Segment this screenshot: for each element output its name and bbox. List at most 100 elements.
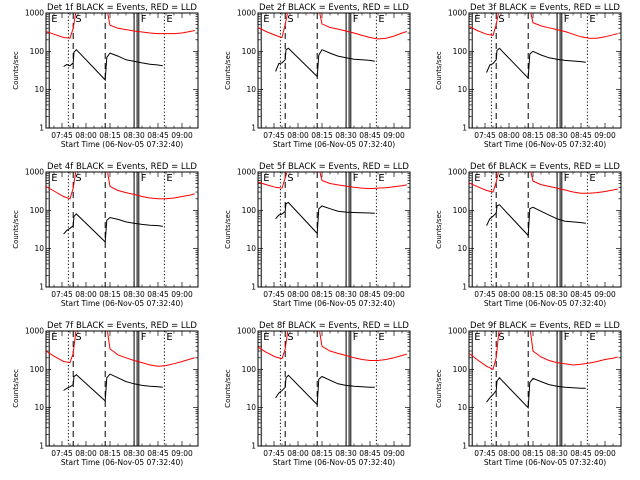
plot-frame [45, 12, 199, 129]
marker-label: S [498, 14, 504, 25]
x-tick-label: 08:45 [147, 131, 169, 140]
plot-frame [45, 330, 199, 447]
events-series-line [275, 47, 375, 78]
y-tick-label: 100 [453, 47, 468, 56]
panel-title: Det 3f BLACK = Events, RED = LLD [470, 3, 620, 13]
lld-series-line [258, 13, 407, 40]
y-tick-label: 10 [457, 244, 467, 253]
marker-label: S [498, 173, 504, 184]
x-tick-label: 09:00 [594, 449, 616, 458]
events-series-line [63, 373, 163, 402]
y-tick-label: 10 [34, 244, 44, 253]
y-axis-label: Counts/sec [435, 210, 443, 249]
x-tick-label: 08:15 [522, 449, 544, 458]
x-tick-label: 08:30 [335, 290, 357, 299]
x-tick-label: 08:15 [99, 449, 121, 458]
plot-frame [257, 330, 411, 447]
y-tick-label: 100 [242, 47, 257, 56]
x-axis-label: Start Time (06-Nov-05 07:32:40) [273, 458, 395, 467]
panel-6: Det 6f BLACK = Events, RED = LLD 1 10 100 10… [435, 162, 622, 308]
marker-label: S [498, 332, 504, 343]
panel-7: Det 7f BLACK = Events, RED = LLD 1 10 100 10… [12, 321, 199, 467]
marker-label: E [263, 332, 269, 343]
x-tick-label: 08:45 [570, 131, 592, 140]
lld-series-line [46, 331, 195, 367]
y-axis-label: Counts/sec [12, 51, 20, 90]
marker-label: E [378, 173, 384, 184]
y-tick-label: 10 [34, 403, 44, 412]
y-tick-label: 1 [462, 283, 467, 292]
x-tick-label: 08:45 [147, 290, 169, 299]
marker-label: F [141, 332, 147, 343]
x-tick-label: 08:30 [335, 131, 357, 140]
marker-label: F [353, 173, 359, 184]
marker-label: S [75, 173, 81, 184]
x-axis-label: Start Time (06-Nov-05 07:32:40) [273, 299, 395, 308]
y-tick-label: 1 [251, 124, 256, 133]
x-tick-label: 07:45 [51, 449, 73, 458]
lld-series-line [469, 13, 618, 39]
marker-label: E [51, 332, 57, 343]
y-axis-label: Counts/sec [435, 51, 443, 90]
marker-label: E [474, 332, 480, 343]
y-tick-label: 1 [39, 124, 44, 133]
y-tick-label: 1000 [448, 327, 467, 336]
marker-label: E [378, 332, 384, 343]
panel-title: Det 9f BLACK = Events, RED = LLD [470, 321, 620, 331]
marker-label: E [166, 173, 172, 184]
x-tick-label: 08:30 [123, 131, 145, 140]
x-tick-label: 09:00 [383, 449, 405, 458]
y-tick-label: 1000 [237, 327, 256, 336]
y-tick-label: 10 [246, 403, 256, 412]
x-tick-label: 08:00 [287, 131, 309, 140]
events-series-line [486, 377, 586, 409]
x-tick-label: 08:45 [570, 290, 592, 299]
panel-1: Det 1f BLACK = Events, RED = LLD 1 10 100 10… [12, 3, 199, 149]
events-series-line [275, 374, 375, 406]
y-tick-label: 100 [242, 206, 257, 215]
x-tick-label: 08:00 [75, 449, 97, 458]
marker-label: S [75, 14, 81, 25]
y-tick-label: 1 [39, 442, 44, 451]
x-tick-label: 09:00 [171, 131, 193, 140]
lld-series-line [469, 172, 618, 194]
marker-label: F [141, 14, 147, 25]
y-tick-label: 100 [30, 206, 45, 215]
y-tick-label: 1 [462, 124, 467, 133]
y-tick-label: 10 [246, 85, 256, 94]
marker-label: F [353, 14, 359, 25]
panel-title: Det 7f BLACK = Events, RED = LLD [47, 321, 197, 331]
panel-5: Det 5f BLACK = Events, RED = LLD 1 10 100 10… [224, 162, 411, 308]
y-axis-label: Counts/sec [12, 369, 20, 408]
x-tick-label: 08:00 [75, 131, 97, 140]
x-tick-label: 07:45 [263, 290, 285, 299]
lld-series-line [258, 172, 407, 190]
x-tick-label: 07:45 [51, 131, 73, 140]
x-tick-label: 08:15 [522, 131, 544, 140]
plot-frame [257, 12, 411, 129]
marker-label: S [287, 173, 293, 184]
lld-series-line [258, 331, 407, 361]
x-tick-label: 08:00 [498, 449, 520, 458]
panel-2: Det 2f BLACK = Events, RED = LLD 1 10 100 10… [224, 3, 411, 149]
x-tick-label: 07:45 [263, 449, 285, 458]
marker-label: E [474, 14, 480, 25]
marker-label: E [589, 14, 595, 25]
y-axis-label: Counts/sec [12, 210, 20, 249]
x-tick-label: 07:45 [474, 449, 496, 458]
x-tick-label: 08:45 [359, 449, 381, 458]
x-tick-label: 08:00 [287, 290, 309, 299]
x-tick-label: 08:15 [522, 290, 544, 299]
y-tick-label: 100 [242, 365, 257, 374]
x-tick-label: 09:00 [594, 290, 616, 299]
x-tick-label: 08:15 [99, 131, 121, 140]
plot-frame [45, 171, 199, 288]
marker-label: E [263, 173, 269, 184]
lld-series-line [46, 172, 195, 200]
lld-series-line [469, 331, 618, 371]
y-tick-label: 1000 [237, 9, 256, 18]
y-axis-label: Counts/sec [435, 369, 443, 408]
plot-frame [468, 330, 622, 447]
marker-label: F [564, 14, 570, 25]
